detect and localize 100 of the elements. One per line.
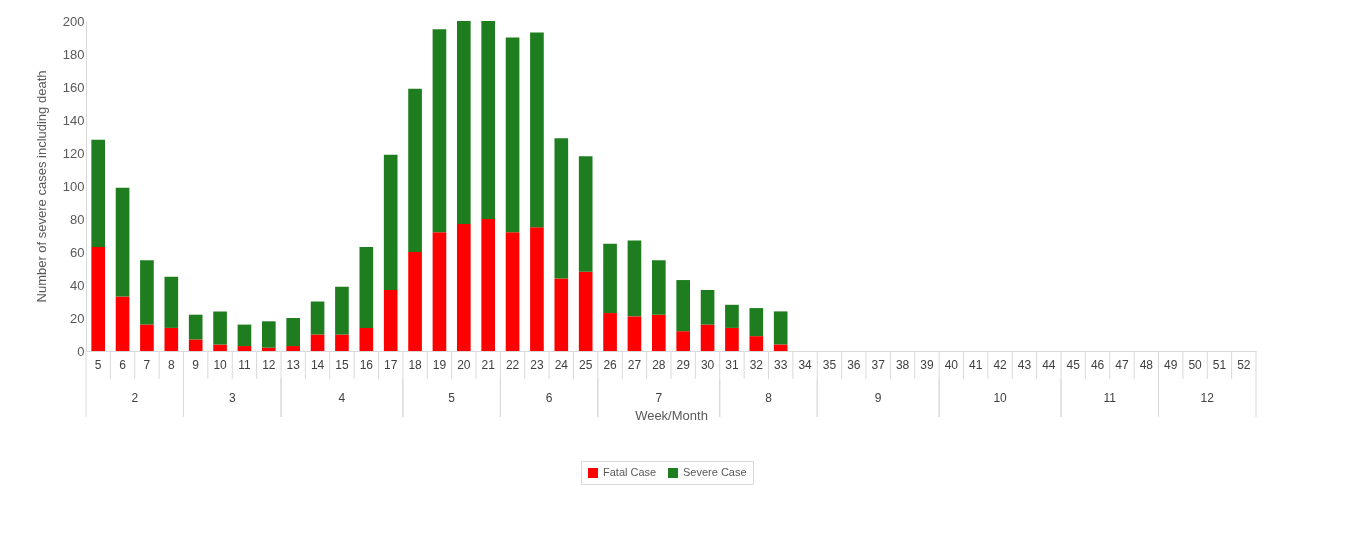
bar [237, 324, 252, 347]
bar [91, 139, 106, 248]
bar [188, 339, 203, 351]
bar [749, 336, 764, 351]
x-tick-label: 17 [384, 358, 398, 372]
y-tick-label: 80 [70, 211, 85, 227]
y-tick-label: 20 [70, 310, 85, 326]
x-tick-label: 41 [969, 358, 983, 372]
x-tick-label: 52 [1237, 358, 1251, 372]
x-tick-label: 25 [579, 358, 593, 372]
bar [578, 156, 593, 272]
bar [91, 247, 106, 351]
x-tick-label: 20 [457, 358, 471, 372]
bar [335, 286, 349, 335]
bar [725, 304, 739, 328]
x-tick-label: 28 [652, 358, 666, 372]
bar [603, 313, 617, 351]
x-tick-label: 19 [432, 358, 447, 372]
bar [627, 316, 642, 351]
x-axis-title: Week/Month [635, 407, 708, 423]
text: 6 [545, 391, 553, 405]
x-tick-label: 11 [238, 358, 251, 372]
x-tick-label: 9 [192, 358, 200, 372]
bar [456, 223, 471, 351]
bar [213, 311, 227, 345]
text: 12 [1200, 391, 1215, 405]
x-tick-label: 47 [1115, 358, 1129, 372]
x-tick-label: 34 [798, 358, 813, 372]
y-tick-label: 140 [62, 112, 85, 128]
x-tick-label: 51 [1212, 358, 1227, 372]
x-tick-label: 21 [481, 358, 496, 372]
bar [700, 324, 715, 351]
bar [676, 331, 691, 351]
y-tick-label: 120 [62, 145, 85, 161]
x-tick-label: 49 [1164, 358, 1178, 372]
bar [261, 347, 276, 351]
bar [554, 138, 569, 279]
x-tick-label: 12 [262, 358, 276, 372]
x-tick-label: 39 [920, 358, 934, 372]
y-tick-label: 100 [62, 178, 85, 194]
y-tick-label: 40 [70, 277, 85, 293]
bar [335, 334, 349, 351]
x-tick-label: 14 [310, 358, 325, 372]
text: 4 [338, 391, 346, 405]
text: 10 [993, 391, 1008, 405]
bar [164, 327, 179, 351]
x-tick-label: 46 [1090, 358, 1105, 372]
x-tick-label: 10 [213, 358, 228, 372]
y-axis-title: Number of severe cases including death [33, 70, 49, 303]
x-tick-label: 5 [94, 358, 102, 372]
bar [359, 247, 374, 328]
legend-label: Severe Case [683, 466, 747, 478]
x-tick-label: 33 [774, 358, 788, 372]
text: 7 [655, 391, 663, 405]
bar [188, 314, 203, 340]
bar [530, 227, 544, 351]
bar [310, 334, 325, 351]
x-tick-label: 43 [1017, 358, 1032, 372]
x-tick-label: 32 [749, 358, 764, 372]
x-tick-label: 16 [359, 358, 374, 372]
bar [286, 318, 301, 347]
bar [383, 289, 398, 351]
bar [530, 32, 544, 228]
x-tick-label: 48 [1139, 358, 1154, 372]
bar [505, 232, 520, 351]
x-tick-label: 40 [944, 358, 959, 372]
bar [261, 321, 276, 348]
bar [725, 327, 739, 351]
bar [286, 346, 301, 351]
bar [115, 187, 130, 297]
bar [481, 21, 496, 219]
bar [505, 37, 520, 233]
x-tick-label: 15 [335, 358, 349, 372]
x-tick-label: 42 [993, 358, 1008, 372]
x-tick-label: 23 [530, 358, 544, 372]
bar [773, 311, 788, 345]
bar [481, 219, 496, 351]
x-tick-label: 8 [167, 358, 175, 372]
x-tick-label: 50 [1188, 358, 1203, 372]
x-tick-label: 45 [1066, 358, 1081, 372]
x-tick-label: 36 [847, 358, 861, 372]
legend-label: Fatal Case [603, 466, 657, 478]
x-tick-label: 29 [676, 358, 691, 372]
x-tick-label: 30 [700, 358, 715, 372]
x-tick-label: 22 [505, 358, 520, 372]
text: 3 [228, 391, 236, 405]
text: 11 [1103, 391, 1117, 405]
y-tick-label: 160 [62, 79, 85, 95]
x-tick-label: 26 [603, 358, 618, 372]
bar [140, 324, 154, 351]
bar [213, 344, 227, 351]
bar [310, 301, 325, 335]
bar [432, 29, 447, 233]
bar [408, 88, 422, 252]
bar [237, 346, 252, 351]
bar [432, 232, 447, 351]
text: 2 [131, 391, 139, 405]
bar [383, 154, 398, 290]
y-tick-label: 200 [62, 13, 85, 29]
text: 9 [874, 391, 882, 405]
